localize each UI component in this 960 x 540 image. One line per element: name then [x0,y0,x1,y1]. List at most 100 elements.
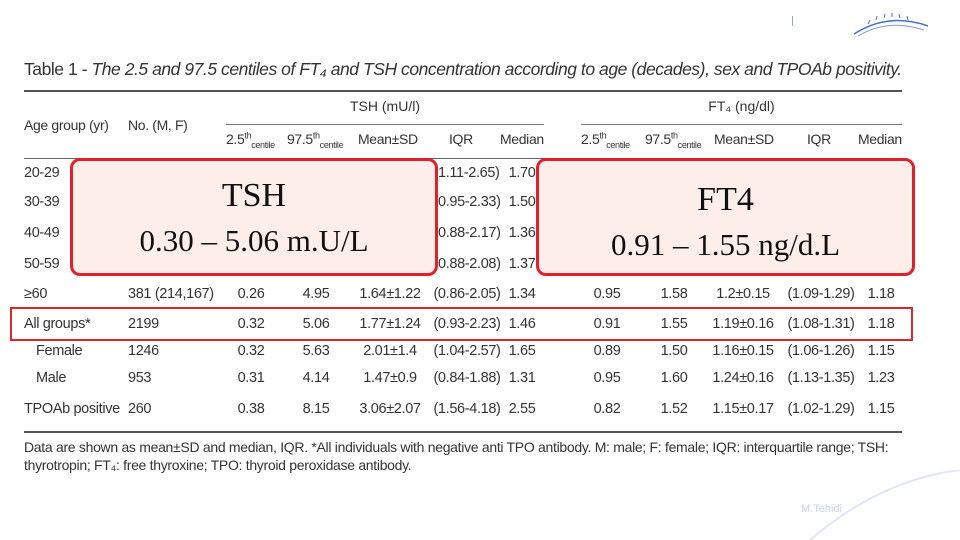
row-tsh-iqr: 1.11-2.65) [438,165,500,181]
row-ft4-iqr: (1.09-1.29) [787,286,855,302]
row-ft4-median: 1.18 [867,286,895,302]
watermark: M.Tehidi [801,503,842,515]
row-ft4-c25: 0.89 [593,343,621,359]
row-tsh-mean: 1.64±1.22 [359,286,421,302]
table-footnote: Data are shown as mean±SD and median, IQ… [24,439,889,473]
ft4-header-mean: Mean±SD [714,131,774,147]
row-tsh-mean: 2.01±1.4 [363,343,417,359]
row-ft4-mean: 1.24±0.16 [712,370,774,386]
row-tsh-c25: 0.26 [237,286,265,302]
row-tsh-mean: 1.77±1.24 [359,316,421,332]
row-tsh-iqr: (0.84-1.88) [433,370,501,386]
row-tsh-c25: 0.38 [237,401,265,417]
row-ft4-iqr: (1.08-1.31) [787,316,855,332]
row-ft4-median: 1.15 [867,401,895,417]
row-tsh-iqr: (0.93-2.23) [433,316,501,332]
row-tsh-c975: 5.63 [302,343,330,359]
row-age: 30-39 [24,194,60,210]
tsh-callout-range: 0.30 – 5.06 m.U/L [139,223,369,258]
row-tsh-median: 1.50 [508,194,536,210]
ft4-group-header: FT₄ (ng/dl) [708,98,775,114]
row-tsh-iqr: 0.88-2.17) [438,225,501,241]
row-ft4-mean: 1.2±0.15 [716,286,770,302]
table-top-rule [24,90,902,92]
ft4-callout-range: 0.91 – 1.55 ng/d.L [610,227,841,262]
table-title: Table 1 - The 2.5 and 97.5 centiles of F… [24,59,904,80]
row-tsh-median: 1.65 [508,343,536,359]
tsh-header-mean: Mean±SD [358,131,418,147]
row-tsh-mean: 1.47±0.9 [363,370,417,386]
tsh-group-header: TSH (mU/l) [350,98,420,114]
row-tsh-iqr: (1.56-4.18) [433,401,501,417]
row-tsh-median: 1.37 [508,256,536,272]
row-tsh-c25: 0.32 [237,316,265,332]
row-tsh-c25: 0.31 [237,370,265,386]
tsh-callout-label: TSH [221,177,287,214]
row-age: 50-59 [24,256,60,272]
row-ft4-median: 1.15 [867,343,895,359]
row-age: All groups* [24,316,91,332]
row-number: 260 [128,401,152,417]
row-tsh-c25: 0.32 [237,343,265,359]
header-age-group: Age group (yr) [24,117,109,133]
row-tsh-iqr: (1.04-2.57) [433,343,501,359]
row-number: 1246 [128,343,159,359]
row-ft4-iqr: (1.06-1.26) [787,343,855,359]
row-ft4-c975: 1.55 [660,316,688,332]
row-ft4-mean: 1.15±0.17 [712,401,774,417]
row-tsh-iqr: (0.86-2.05) [433,286,501,302]
tsh-group-rule [226,124,544,125]
row-age: 20-29 [24,165,60,181]
row-number: 381 (214,167) [128,286,214,302]
row-age: Male [36,370,67,386]
row-tsh-median: 1.31 [508,370,536,386]
row-tsh-iqr: 0.88-2.08) [438,256,501,272]
row-tsh-median: 1.34 [508,286,536,302]
table-bottom-rule [24,431,902,433]
ft4-callout-label: FT4 [697,181,754,218]
row-ft4-c25: 0.95 [593,370,621,386]
row-ft4-iqr: (1.13-1.35) [787,370,855,386]
institution-logo-icon [853,13,929,37]
row-age: ≥60 [24,286,48,302]
decorative-curve [809,470,960,540]
row-tsh-c975: 4.14 [302,370,330,386]
decorative-tick [792,16,793,26]
header-number: No. (M, F) [128,117,188,133]
tsh-header-c25: 2.5thcentile [226,130,275,150]
table-title-prefix: Table 1 - [24,59,92,79]
row-age: 40-49 [24,225,60,241]
ft4-header-iqr: IQR [807,131,831,147]
tsh-header-median: Median [500,131,544,147]
all-groups-highlight [10,307,913,341]
row-ft4-c25: 0.91 [593,316,621,332]
row-ft4-median: 1.23 [867,370,895,386]
ft4-header-median: Median [858,131,902,147]
row-tsh-median: 1.36 [508,225,536,241]
ft4-header-c975: 97.5thcentile [645,130,702,150]
row-tsh-c975: 5.06 [302,316,330,332]
tsh-range-callout: TSH 0.30 – 5.06 m.U/L [70,158,438,276]
row-ft4-c25: 0.95 [593,286,621,302]
tsh-header-c975: 97.5thcentile [287,130,344,150]
ft4-header-c25: 2.5thcentile [581,130,630,150]
row-ft4-c975: 1.58 [660,286,688,302]
row-tsh-c975: 8.15 [302,401,330,417]
tsh-header-iqr: IQR [449,131,473,147]
row-ft4-mean: 1.19±0.16 [712,316,774,332]
row-ft4-mean: 1.16±0.15 [712,343,774,359]
row-ft4-c25: 0.82 [593,401,621,417]
row-age: TPOAb positive [24,401,120,417]
row-number: 2199 [128,316,159,332]
ft4-group-rule [581,124,902,125]
row-tsh-mean: 3.06±2.07 [359,401,421,417]
row-ft4-iqr: (1.02-1.29) [787,401,855,417]
table-title-text: The 2.5 and 97.5 centiles of FT₄ and TSH… [91,59,902,79]
row-number: 953 [128,370,152,386]
row-ft4-c975: 1.50 [660,343,688,359]
row-ft4-median: 1.18 [867,316,895,332]
row-tsh-iqr: 0.95-2.33) [438,194,501,210]
row-age: Female [36,343,83,359]
row-tsh-median: 1.70 [508,165,536,181]
row-tsh-c975: 4.95 [302,286,330,302]
